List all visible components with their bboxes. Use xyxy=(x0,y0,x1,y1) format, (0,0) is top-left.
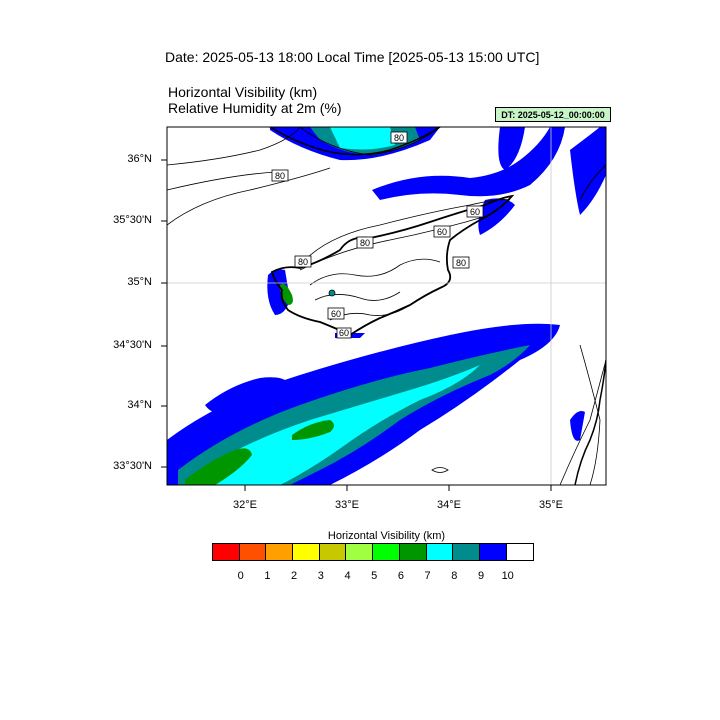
lat-label: 34°30'N xyxy=(113,339,152,351)
contour-label-texts: 80 80 60 80 60 80 80 60 60 xyxy=(275,133,480,338)
legend-swatch xyxy=(373,544,400,560)
legend-swatch xyxy=(346,544,374,560)
legend-tick-label: 3 xyxy=(317,570,324,582)
legend-swatch xyxy=(506,544,534,560)
legend-tick-label: 8 xyxy=(451,570,458,582)
contour-label: 80 xyxy=(298,257,308,267)
legend-tick-label: 6 xyxy=(397,570,404,582)
visibility-shading-blue xyxy=(167,127,606,485)
legend-swatch xyxy=(453,544,480,560)
legend-tick-label: 10 xyxy=(501,570,514,582)
dt-badge: DT: 2025-05-12_00:00:00 xyxy=(495,107,611,122)
axis-ticks xyxy=(161,159,552,491)
legend-tick-label: 7 xyxy=(424,570,431,582)
map-frame xyxy=(166,126,607,486)
contour-label: 60 xyxy=(437,227,447,237)
contour-label: 80 xyxy=(360,238,370,248)
legend-tick-label: 1 xyxy=(264,570,271,582)
legend-swatch xyxy=(399,544,427,560)
variable-label-visibility: Horizontal Visibility (km) xyxy=(168,84,318,100)
legend-swatch xyxy=(319,544,347,560)
visibility-shading-green xyxy=(185,283,334,485)
legend-tick-label: 4 xyxy=(344,570,351,582)
turkey-coastline xyxy=(269,127,441,156)
legend-swatch xyxy=(239,544,267,560)
contour-label-boxes xyxy=(271,131,484,339)
contour-label: 80 xyxy=(456,258,466,268)
location-marker xyxy=(328,289,336,297)
lat-label: 35°30'N xyxy=(113,214,152,226)
legend-title: Horizontal Visibility (km) xyxy=(327,530,446,542)
contour-label: 80 xyxy=(394,133,404,143)
lon-label: 32°E xyxy=(233,499,257,511)
legend-tick-label: 5 xyxy=(371,570,378,582)
legend-swatch xyxy=(266,544,294,560)
visibility-shading-cyan xyxy=(200,127,480,485)
levant-coastline xyxy=(574,359,606,485)
contour-label: 60 xyxy=(331,309,341,319)
graticule xyxy=(167,127,606,485)
legend-swatch xyxy=(479,544,507,560)
legend-swatch xyxy=(213,544,240,560)
legend-tick-label: 0 xyxy=(237,570,244,582)
legend-tick-label: 9 xyxy=(477,570,485,582)
lat-label: 35°N xyxy=(127,276,152,288)
lat-label: 36°N xyxy=(127,153,152,165)
variable-label-humidity: Relative Humidity at 2m (%) xyxy=(168,100,342,116)
legend-colorbar xyxy=(212,543,535,561)
legend-swatch xyxy=(293,544,320,560)
contour-label: 60 xyxy=(339,328,349,338)
contour-label: 60 xyxy=(470,207,480,217)
contour-label: 80 xyxy=(275,171,285,181)
lat-label: 33°30'N xyxy=(113,460,152,472)
lat-label: 34°N xyxy=(127,399,152,411)
legend-tick-label: 2 xyxy=(291,570,298,582)
map-title: Date: 2025-05-13 18:00 Local Time [2025-… xyxy=(165,49,540,65)
lon-label: 34°E xyxy=(437,499,461,511)
lon-label: 35°E xyxy=(539,499,563,511)
lon-label: 33°E xyxy=(335,499,359,511)
legend-swatch xyxy=(426,544,454,560)
